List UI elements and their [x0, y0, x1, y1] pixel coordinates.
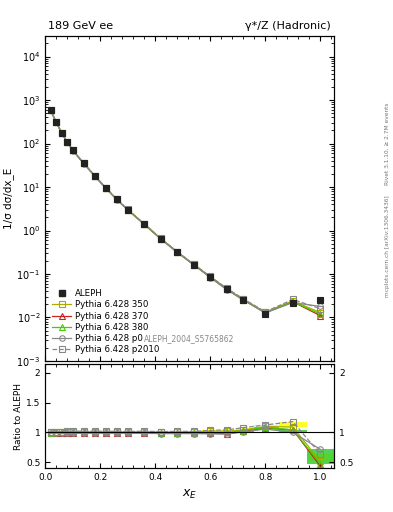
Text: γ*/Z (Hadronic): γ*/Z (Hadronic) [245, 21, 331, 31]
Text: 189 GeV ee: 189 GeV ee [48, 21, 113, 31]
Legend: ALEPH, Pythia 6.428 350, Pythia 6.428 370, Pythia 6.428 380, Pythia 6.428 p0, Py: ALEPH, Pythia 6.428 350, Pythia 6.428 37… [50, 287, 162, 357]
Text: ALEPH_2004_S5765862: ALEPH_2004_S5765862 [145, 334, 235, 343]
Y-axis label: 1/σ dσ/dx_E: 1/σ dσ/dx_E [3, 168, 14, 229]
X-axis label: $x_E$: $x_E$ [182, 488, 197, 501]
Text: mcplots.cern.ch [arXiv:1306.3436]: mcplots.cern.ch [arXiv:1306.3436] [385, 195, 390, 296]
Y-axis label: Ratio to ALEPH: Ratio to ALEPH [14, 382, 23, 450]
Text: Rivet 3.1.10, ≥ 2.7M events: Rivet 3.1.10, ≥ 2.7M events [385, 102, 390, 185]
